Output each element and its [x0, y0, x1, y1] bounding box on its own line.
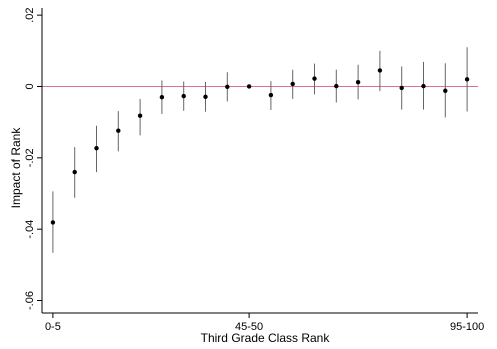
point-estimate-10 — [246, 84, 252, 89]
y-axis-title: Impact of Rank — [9, 127, 23, 209]
x-tick-label-2: 45-50 — [235, 321, 263, 333]
point-estimate-7 — [181, 93, 186, 99]
point-estimate-12 — [290, 81, 295, 87]
point-estimate-6 — [159, 94, 165, 100]
point-estimate-20 — [464, 77, 470, 82]
y-tick-label-4: -.04 — [24, 220, 36, 239]
y-tick-label-1: .02 — [24, 7, 36, 22]
point-estimate-2 — [72, 169, 77, 175]
point-estimate-9 — [225, 84, 230, 90]
point-estimate-8 — [203, 94, 208, 100]
point-estimate-4 — [116, 128, 121, 133]
y-tick-label-2: 0 — [24, 83, 36, 89]
point-estimate-11 — [268, 92, 274, 98]
point-estimate-1 — [50, 220, 56, 225]
point-estimate-3 — [94, 145, 99, 151]
point-estimate-5 — [137, 113, 143, 118]
x-tick-label-3: 95-100 — [450, 321, 484, 333]
plot-area — [42, 47, 478, 253]
point-estimate-13 — [312, 76, 317, 81]
y-tick-label-3: -.02 — [24, 148, 36, 167]
y-tick-label-5: -.06 — [24, 291, 36, 310]
point-estimate-15 — [355, 79, 361, 85]
x-axis-title: Third Grade Class Rank — [201, 331, 331, 345]
axes: .02 0 -.02 -.04 -.06 0-5 45-50 95-100 — [24, 7, 484, 333]
point-estimate-16 — [377, 68, 383, 73]
point-estimate-14 — [334, 83, 339, 89]
point-estimate-19 — [443, 88, 448, 93]
x-tick-label-1: 0-5 — [45, 321, 61, 333]
point-estimate-18 — [421, 83, 426, 89]
point-estimate-17 — [399, 85, 404, 91]
